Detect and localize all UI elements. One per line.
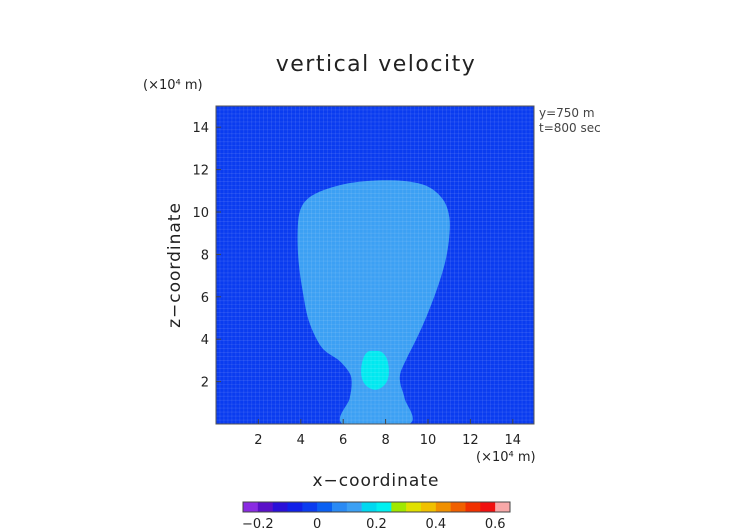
y-tick-label: 8 — [201, 248, 209, 263]
colorbar: −0.2 0 0.2 0.4 0.6 — [242, 501, 511, 532]
y-axis-unit: (×10⁴ m) — [143, 78, 203, 93]
colorbar-cell — [495, 502, 511, 512]
colorbar-cell — [376, 502, 392, 512]
x-tick-label: 2 — [254, 433, 262, 448]
annotation-y-position: y=750 m — [539, 106, 595, 120]
colorbar-cell — [272, 502, 288, 512]
colorbar-cell — [465, 502, 481, 512]
colorbar-cell — [287, 502, 303, 512]
colorbar-frame — [242, 501, 511, 513]
colorbar-cell — [421, 502, 437, 512]
y-tick-label: 12 — [192, 164, 209, 179]
colorbar-tick-label: 0.4 — [425, 517, 446, 532]
colorbar-tick-label: 0 — [313, 517, 321, 532]
y-tick-label: 10 — [192, 206, 209, 221]
colorbar-cell — [450, 502, 466, 512]
colorbar-tick-label: 0.6 — [485, 517, 506, 532]
region-core — [361, 350, 389, 390]
y-tick-label: 6 — [201, 291, 209, 306]
colorbar-tick-label: −0.2 — [242, 517, 274, 532]
region-plume — [297, 180, 450, 424]
colorbar-cell — [435, 502, 451, 512]
x-tick-label: 6 — [339, 433, 347, 448]
x-tick-label: 10 — [420, 433, 437, 448]
x-tick-label: 14 — [505, 433, 522, 448]
chart-title: vertical velocity — [276, 52, 477, 77]
y-tick-label: 14 — [192, 121, 209, 136]
plot-area — [215, 105, 535, 425]
y-tick-label: 2 — [201, 376, 209, 391]
x-tick-label: 12 — [462, 433, 479, 448]
x-axis-unit: (×10⁴ m) — [476, 450, 536, 465]
x-tick-label: 4 — [297, 433, 305, 448]
plot-frame — [215, 105, 535, 425]
y-tick-label: 4 — [201, 333, 209, 348]
colorbar-cell — [257, 502, 273, 512]
y-axis-label: z−coordinate — [165, 202, 185, 328]
colorbar-cell — [243, 502, 259, 512]
colorbar-cell — [480, 502, 496, 512]
colorbar-cell — [317, 502, 333, 512]
x-axis-label: x−coordinate — [313, 471, 440, 491]
colorbar-cell — [346, 502, 362, 512]
colorbar-cell — [391, 502, 407, 512]
annotation-time: t=800 sec — [539, 121, 601, 135]
colorbar-cell — [406, 502, 422, 512]
colorbar-cell — [361, 502, 377, 512]
colorbar-tick-label: 0.2 — [366, 517, 387, 532]
colorbar-cell — [302, 502, 318, 512]
x-tick-label: 8 — [381, 433, 389, 448]
colorbar-cell — [332, 502, 348, 512]
